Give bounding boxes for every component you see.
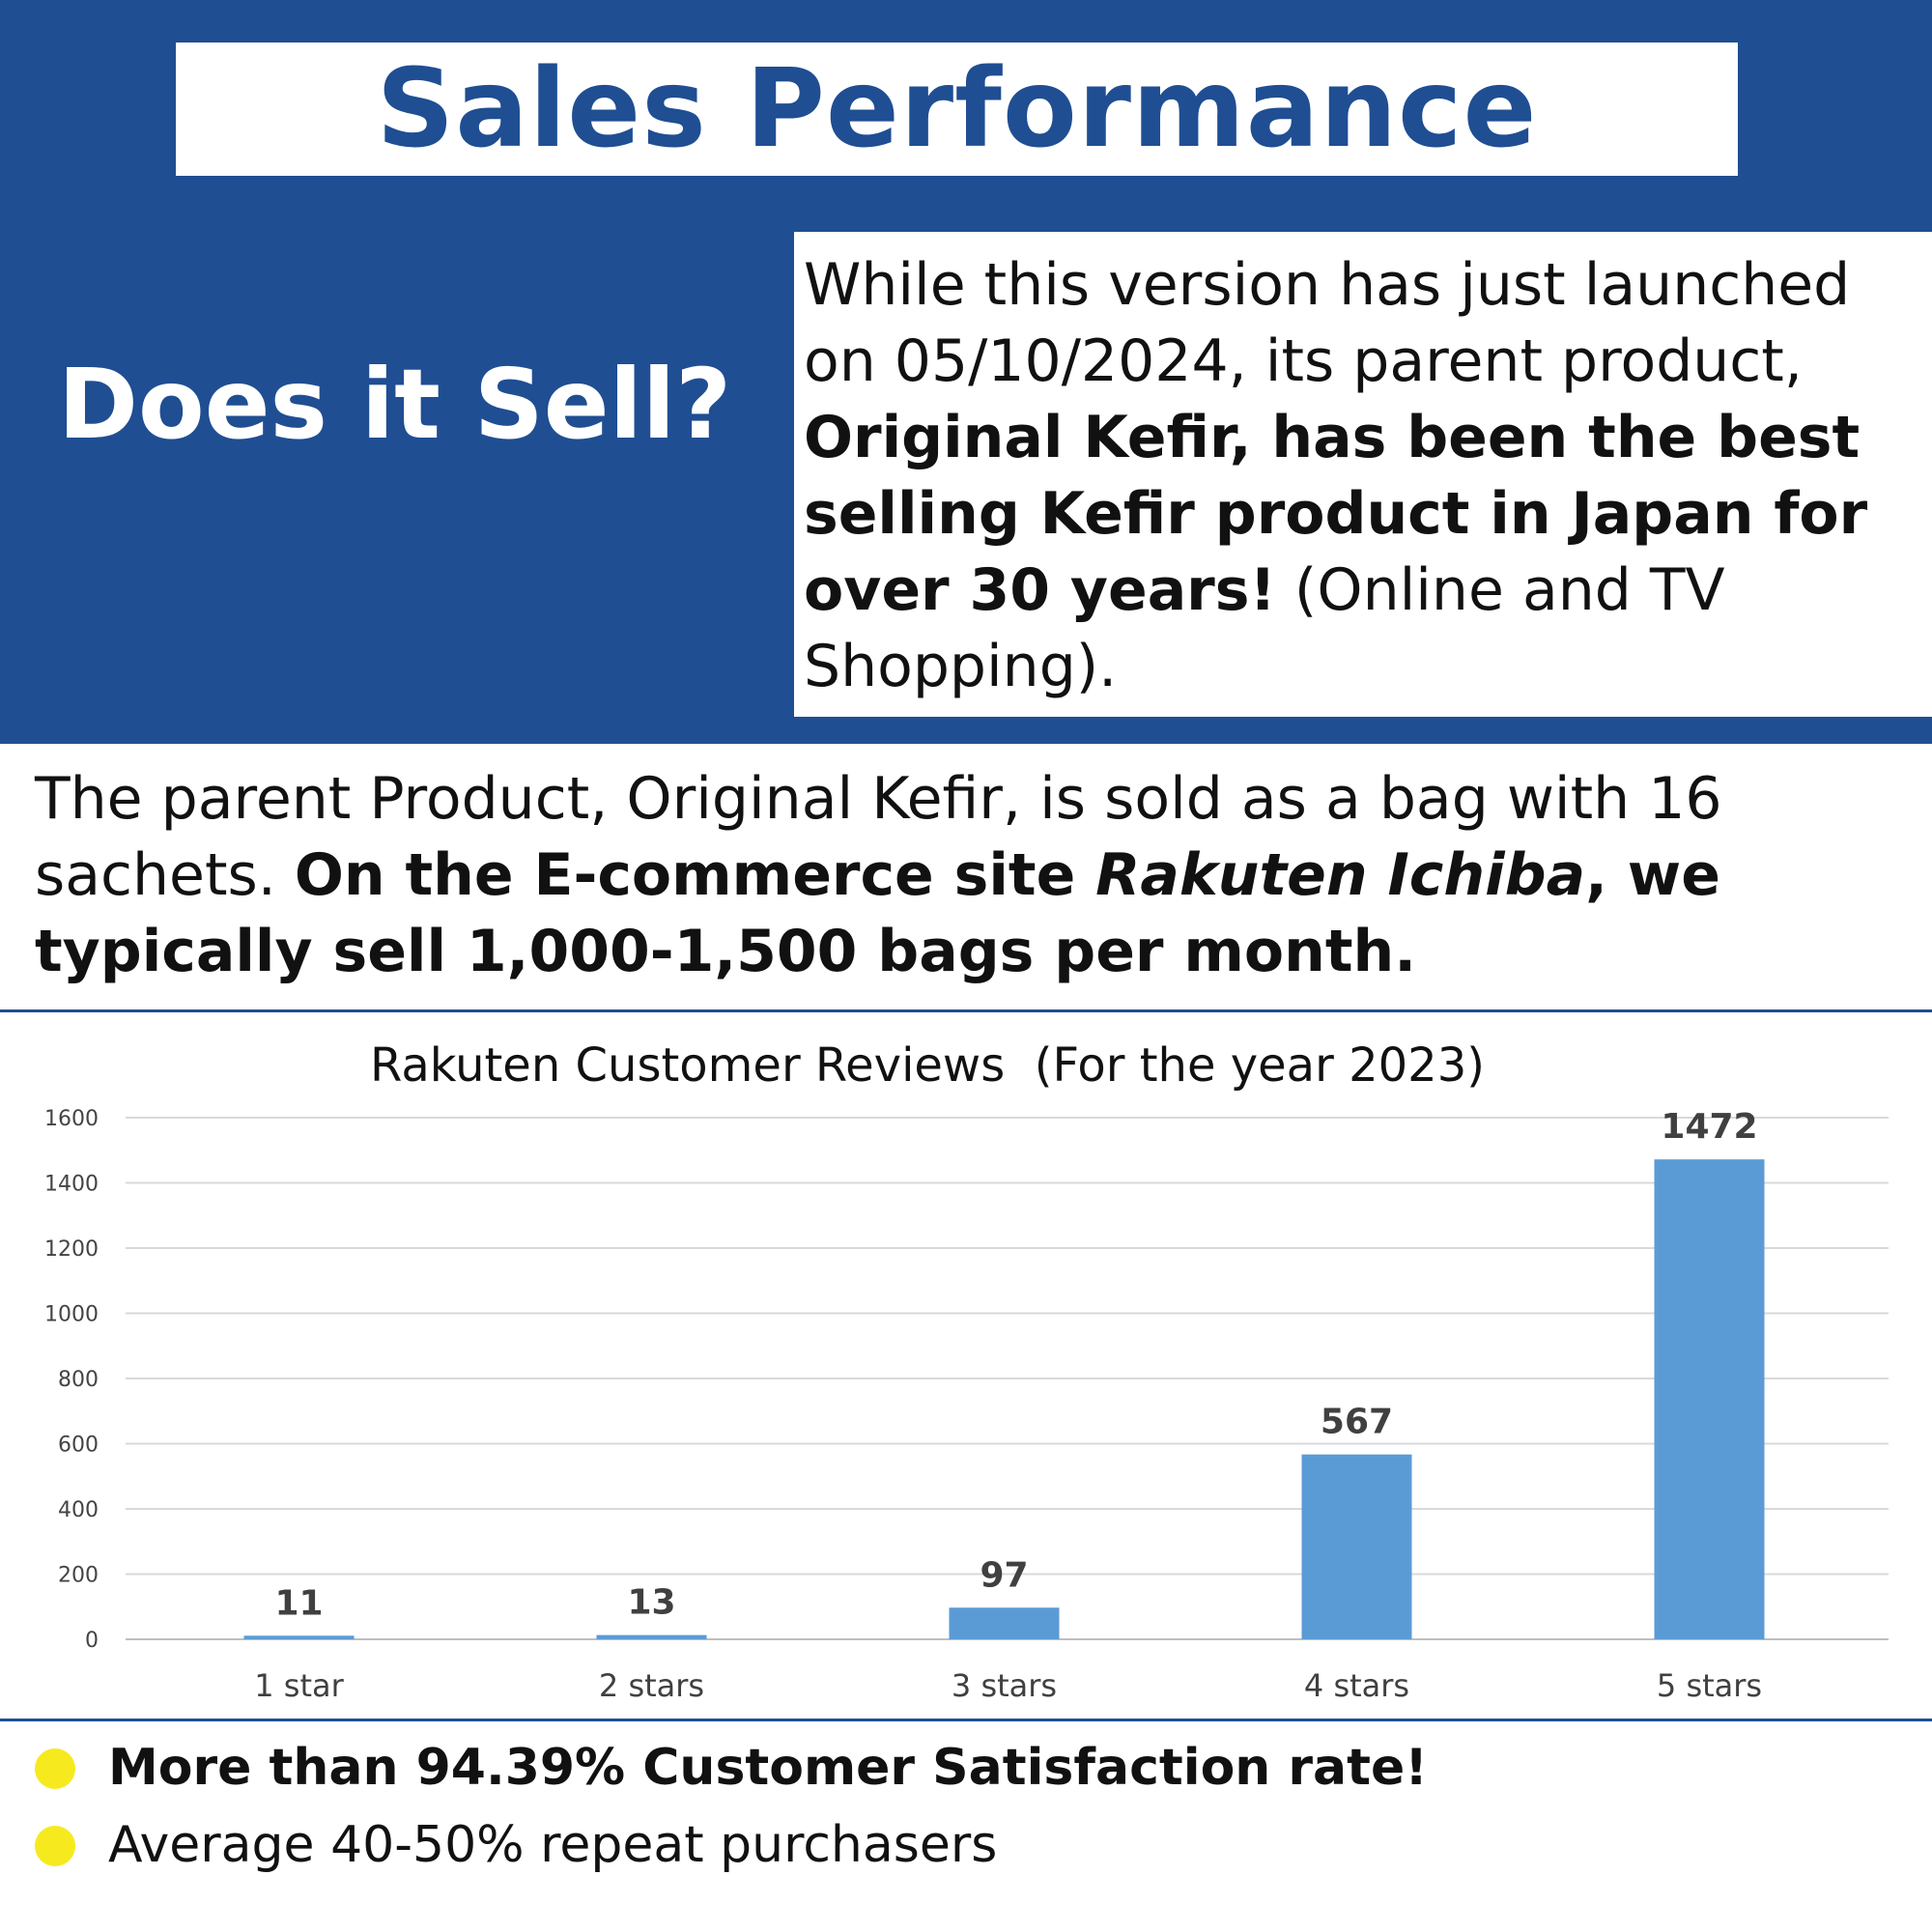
intro-paragraph: While this version has just launched on … — [804, 247, 1915, 705]
data-label: 567 — [1321, 1403, 1393, 1442]
x-tick-label: 4 stars — [1304, 1667, 1409, 1704]
intro-text-end: (Online and TV Shopping). — [804, 556, 1725, 700]
intro-text-start: While this version has just launched on … — [804, 251, 1851, 395]
bar — [1654, 1159, 1765, 1639]
data-label: 11 — [274, 1583, 323, 1623]
bar — [1301, 1454, 1412, 1639]
y-tick-label: 200 — [58, 1564, 99, 1588]
y-tick-label: 1000 — [44, 1303, 99, 1327]
intro-text-bold: Original Kefir, has been the best sellin… — [804, 404, 1868, 624]
y-tick-label: 800 — [58, 1368, 99, 1392]
parent-text-start: The parent Product, Original Kefir, is s… — [35, 765, 1722, 909]
chart-title: Rakuten Customer Reviews (For the year 2… — [370, 1038, 1485, 1093]
data-label: 1472 — [1661, 1107, 1757, 1147]
data-label: 97 — [980, 1555, 1028, 1595]
bar — [243, 1635, 355, 1639]
bullet-text-satisfaction: More than 94.39% Customer Satisfaction r… — [108, 1739, 1428, 1797]
bullet-text-repeat: Average 40-50% repeat purchasers — [108, 1816, 998, 1874]
x-tick-label: 2 stars — [599, 1667, 704, 1704]
y-tick-label: 600 — [58, 1434, 99, 1458]
section-heading: Does it Sell? — [58, 348, 732, 461]
parent-product-paragraph: The parent Product, Original Kefir, is s… — [35, 761, 1909, 990]
page-title: Sales Performance — [376, 46, 1538, 172]
y-tick-label: 1200 — [44, 1237, 99, 1262]
bullet-dot-icon — [35, 1748, 75, 1789]
review-bar-chart: 0 200 400 600 800 1000 1200 1400 1600 11 1 star 13 2… — [44, 1107, 1889, 1704]
parent-text-bold-a: On the E-commerce site — [294, 841, 1096, 909]
title-banner: Sales Performance — [176, 43, 1738, 176]
bullet-dot-icon — [35, 1826, 75, 1866]
bar — [949, 1607, 1060, 1639]
x-tick-label: 1 star — [254, 1667, 344, 1704]
divider-top — [0, 1009, 1932, 1012]
bullet-item: More than 94.39% Customer Satisfaction r… — [0, 1729, 1932, 1806]
parent-text-bold-italic: Rakuten Ichiba — [1095, 841, 1586, 909]
divider-bottom — [0, 1719, 1932, 1721]
y-tick-label: 1400 — [44, 1173, 99, 1197]
x-tick-label: 5 stars — [1657, 1667, 1762, 1704]
parent-text-bold-b: , we typically sell 1,000-1,500 bags per… — [35, 841, 1720, 985]
intro-panel — [794, 232, 1932, 717]
bar — [596, 1634, 707, 1639]
data-label: 13 — [627, 1583, 675, 1623]
x-tick-label: 3 stars — [952, 1667, 1057, 1704]
y-tick-label: 400 — [58, 1498, 99, 1522]
y-tick-label: 1600 — [44, 1107, 99, 1131]
y-tick-label: 0 — [85, 1629, 99, 1653]
bullet-item: Average 40-50% repeat purchasers — [0, 1806, 1932, 1884]
